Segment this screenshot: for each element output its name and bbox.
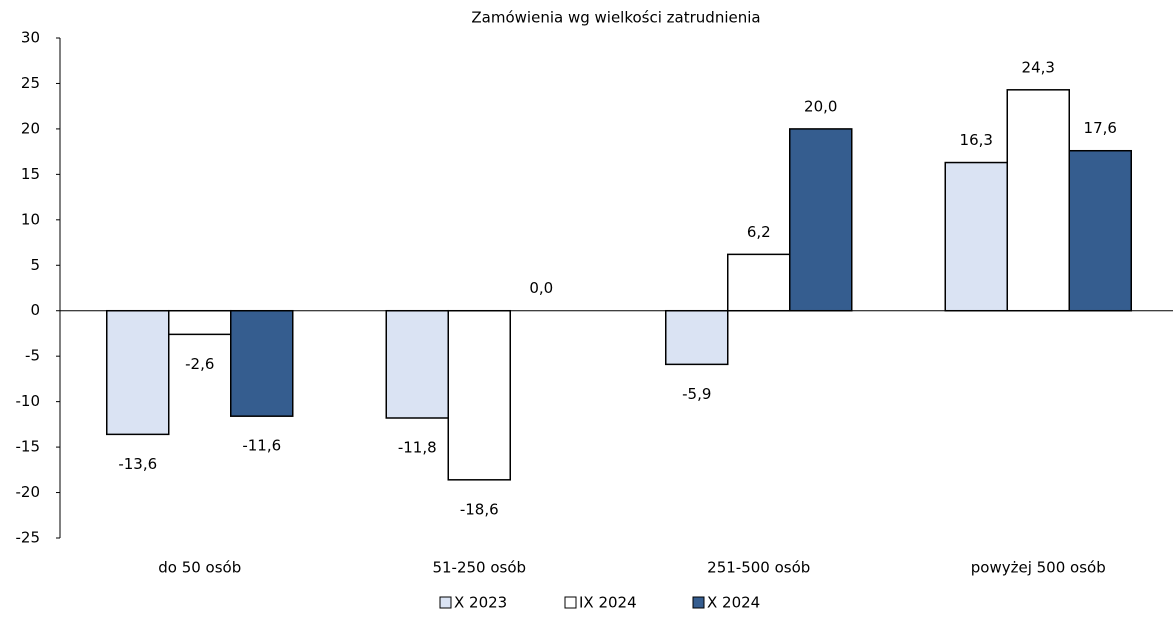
value-label: 6,2: [747, 223, 771, 241]
legend-label: X 2024: [707, 594, 760, 612]
value-label: -13,6: [118, 455, 157, 473]
y-tick-label: -15: [16, 438, 41, 456]
y-tick-label: -10: [16, 392, 41, 410]
chart-title: Zamówienia wg wielkości zatrudnienia: [471, 9, 760, 27]
bar: [789, 128, 853, 312]
bar: [727, 253, 791, 312]
legend-swatch: [439, 596, 452, 609]
y-tick-label: -20: [16, 483, 41, 501]
value-label: 20,0: [804, 97, 837, 115]
y-tick-label: 15: [21, 165, 40, 183]
value-label: 17,6: [1084, 119, 1117, 137]
y-tick-label: 30: [21, 29, 40, 47]
value-label: 0,0: [529, 279, 553, 297]
bar: [447, 309, 511, 481]
x-tick-label: powyżej 500 osób: [971, 559, 1106, 577]
bar: [1068, 149, 1132, 312]
y-tick-label: 0: [30, 301, 40, 319]
value-label: -2,6: [185, 355, 214, 373]
value-label: -5,9: [682, 385, 711, 403]
x-tick-label: 51-250 osób: [432, 559, 526, 577]
bar: [385, 309, 449, 419]
y-tick-label: 10: [21, 210, 40, 228]
legend-label: X 2023: [454, 594, 507, 612]
bar: [944, 161, 1008, 312]
value-label: -11,6: [242, 437, 281, 455]
bar: [168, 309, 232, 336]
value-label: -11,8: [398, 439, 437, 457]
bar: [106, 309, 170, 436]
value-label: 16,3: [960, 131, 993, 149]
y-tick-label: -25: [16, 529, 41, 547]
legend-label: IX 2024: [579, 594, 637, 612]
value-label: -18,6: [460, 500, 499, 518]
x-tick-label: 251-500 osób: [707, 559, 810, 577]
y-tick-label: 25: [21, 74, 40, 92]
y-tick-label: 5: [30, 256, 40, 274]
bar: [665, 309, 729, 366]
y-tick-label: 20: [21, 119, 40, 137]
legend-swatch: [564, 596, 577, 609]
x-tick-label: do 50 osób: [158, 559, 241, 577]
bar: [1006, 89, 1070, 312]
value-label: 24,3: [1022, 58, 1055, 76]
y-tick-label: -5: [25, 347, 40, 365]
bar: [230, 309, 294, 417]
legend-swatch: [692, 596, 705, 609]
